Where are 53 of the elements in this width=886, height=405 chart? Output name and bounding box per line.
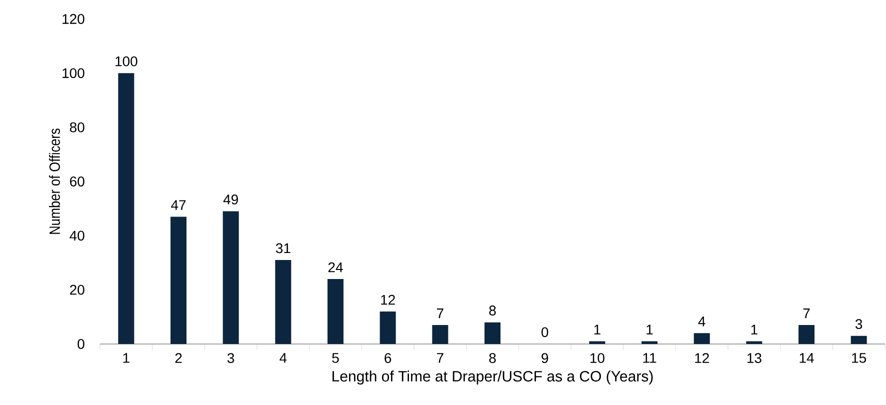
data-label: 47 [171, 200, 186, 210]
y-tick-label: 100 [62, 68, 84, 78]
x-tick-label: 14 [800, 353, 814, 363]
data-label: 0 [541, 327, 548, 338]
x-tick-label: 3 [227, 353, 234, 364]
x-tick-label: 2 [175, 353, 182, 363]
x-tick-label: 1 [123, 353, 130, 363]
data-label: 4 [698, 316, 706, 326]
x-tick-label: 6 [384, 353, 392, 364]
data-label: 24 [328, 262, 343, 272]
data-label: 7 [803, 308, 810, 318]
data-label: 8 [489, 306, 496, 316]
data-label: 1 [594, 324, 600, 334]
bar [432, 325, 448, 344]
x-axis-title: Length of Time at Draper/USCF as a CO (Years) [332, 370, 653, 385]
bar [170, 216, 186, 344]
bar [328, 279, 344, 344]
x-tick-label: 9 [542, 353, 548, 364]
x-tick-label: 11 [643, 353, 656, 363]
data-label: 49 [223, 194, 238, 204]
y-tick-label: 40 [70, 230, 84, 241]
bar [380, 312, 396, 344]
data-label: 12 [381, 294, 395, 305]
data-label: 100 [116, 56, 138, 66]
x-tick-label: 10 [590, 353, 604, 364]
bar [118, 73, 134, 344]
y-tick-label: 20 [70, 284, 84, 295]
bar [694, 333, 710, 344]
x-tick-label: 12 [695, 353, 709, 363]
x-tick-label: 15 [852, 353, 866, 363]
data-label: 1 [646, 324, 653, 334]
x-tick-label: 8 [489, 353, 496, 364]
bar [850, 336, 867, 344]
data-label: 31 [276, 243, 290, 254]
data-label: 1 [751, 324, 758, 334]
bar [798, 325, 815, 344]
x-tick-label: 7 [436, 353, 444, 363]
y-axis-title: Number of Officers [48, 128, 60, 234]
x-tick-label: 4 [280, 353, 287, 363]
x-tick-label: 5 [332, 353, 339, 363]
bar [642, 341, 658, 344]
bar [589, 341, 606, 344]
bar [222, 211, 239, 344]
y-tick-label: 80 [70, 122, 84, 132]
y-tick-label: 0 [78, 339, 84, 349]
bar [484, 322, 501, 344]
y-tick-label: 120 [62, 14, 84, 24]
data-label: 7 [436, 308, 444, 318]
bar [746, 341, 762, 344]
bar [275, 260, 292, 344]
data-label: 3 [855, 319, 862, 330]
x-tick-label: 13 [747, 353, 762, 364]
y-tick-label: 60 [70, 176, 84, 186]
